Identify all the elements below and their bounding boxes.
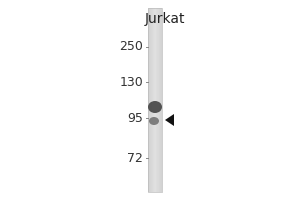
Bar [161, 8, 162, 192]
Bar [148, 8, 162, 192]
Bar [155, 8, 156, 192]
Bar [149, 8, 150, 192]
Polygon shape [165, 114, 174, 126]
Text: Jurkat: Jurkat [145, 12, 185, 26]
Bar [154, 8, 155, 192]
Ellipse shape [149, 117, 159, 125]
Bar [160, 8, 161, 192]
Bar [151, 8, 152, 192]
Bar [158, 8, 159, 192]
Bar [150, 8, 151, 192]
Text: 250: 250 [119, 40, 143, 53]
Bar [159, 8, 160, 192]
Bar [156, 8, 157, 192]
Text: 95: 95 [127, 112, 143, 124]
Bar [148, 8, 149, 192]
Text: 130: 130 [119, 75, 143, 88]
Bar [160, 8, 161, 192]
Bar [152, 8, 153, 192]
Bar [153, 8, 154, 192]
Bar [157, 8, 158, 192]
Text: 72: 72 [127, 152, 143, 164]
Ellipse shape [148, 101, 162, 113]
